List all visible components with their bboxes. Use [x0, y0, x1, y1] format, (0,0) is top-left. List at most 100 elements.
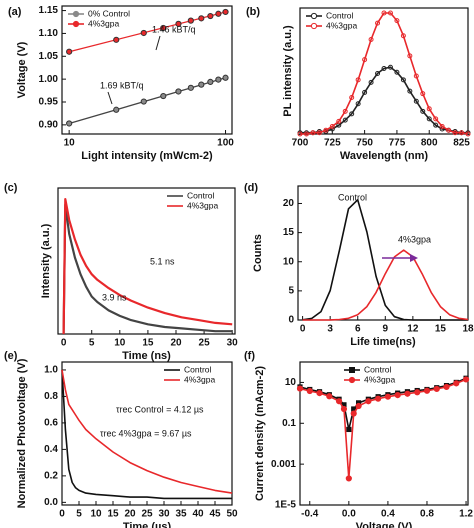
legend-marker	[72, 10, 80, 18]
series-line	[302, 249, 469, 321]
panel-label: (f)	[244, 350, 255, 362]
marker	[375, 71, 381, 77]
marker	[296, 385, 304, 392]
y-tick-label: 0.90	[39, 119, 59, 130]
annotation: 1.46 kBT/q	[152, 24, 196, 34]
x-tick-label: 0.0	[342, 509, 356, 520]
marker	[452, 130, 458, 136]
legend-marker	[72, 20, 80, 28]
marker	[426, 116, 432, 122]
marker	[222, 8, 229, 16]
series-line	[299, 378, 467, 480]
marker	[446, 127, 452, 133]
marker	[420, 91, 426, 97]
marker	[340, 405, 348, 413]
x-tick-label: 100	[217, 138, 234, 149]
legend-label: 4%3gpa	[88, 18, 119, 28]
marker	[310, 130, 316, 136]
y-tick-label: 5	[288, 286, 294, 297]
legend-label: 0% Control	[88, 8, 130, 18]
x-tick-label: 0	[300, 324, 306, 335]
x-tick-label: 5	[89, 338, 95, 349]
marker	[316, 130, 322, 136]
x-tick-label: 0.4	[381, 509, 395, 520]
plot-frame	[297, 185, 469, 321]
marker	[462, 376, 470, 383]
x-tick-label: 0	[61, 338, 67, 349]
legend-label: Control	[187, 190, 215, 200]
marker	[404, 390, 411, 397]
marker	[349, 94, 355, 100]
legend-label: Control	[326, 10, 354, 20]
marker	[387, 64, 393, 70]
marker	[355, 402, 362, 410]
legend-label: 4%3gpa	[187, 200, 218, 210]
y-tick-label: 0.001	[271, 459, 296, 470]
marker	[375, 395, 382, 402]
marker	[346, 426, 352, 433]
panel-label: (d)	[244, 182, 258, 194]
series-line	[61, 369, 233, 494]
plot-frame	[57, 187, 236, 335]
marker	[207, 12, 214, 20]
marker	[459, 130, 465, 136]
legend-label: 4%3gpa	[326, 20, 357, 30]
legend-marker	[348, 376, 356, 384]
marker	[198, 81, 205, 88]
annotation: 4%3gpa	[398, 234, 431, 244]
marker	[329, 123, 335, 129]
marker	[316, 390, 323, 397]
x-tick-label: 1.2	[459, 509, 473, 520]
marker	[306, 387, 313, 395]
y-tick-label: 0.1	[282, 418, 296, 429]
marker	[453, 380, 460, 387]
x-axis-label: Time (µs)	[123, 521, 172, 528]
legend-marker	[349, 367, 355, 373]
marker	[198, 15, 205, 22]
marker	[394, 69, 400, 75]
plot-frame	[299, 361, 469, 506]
annotation: 5.1 ns	[150, 256, 175, 266]
marker	[381, 10, 387, 16]
marker	[362, 57, 368, 63]
x-tick-label: 12	[407, 324, 419, 335]
marker	[350, 410, 357, 417]
marker	[394, 391, 401, 399]
y-tick-label: 1.15	[39, 5, 59, 16]
x-tick-label: 775	[389, 138, 406, 149]
x-tick-label: 45	[209, 509, 221, 520]
marker	[375, 20, 381, 26]
panel-label: (c)	[4, 182, 18, 194]
y-tick-label: 1.10	[39, 28, 59, 39]
marker	[433, 385, 440, 393]
annotation: Control	[338, 192, 367, 202]
x-tick-label: 18	[462, 324, 474, 335]
x-tick-label: 825	[453, 138, 470, 149]
plot-frame	[299, 7, 469, 135]
y-tick-label: 15	[283, 227, 295, 238]
annotation: 1.69 kBT/q	[100, 80, 144, 90]
x-tick-label: 0.8	[420, 509, 434, 520]
series-line	[299, 377, 467, 431]
marker	[175, 20, 182, 27]
marker	[362, 89, 368, 95]
marker	[187, 84, 194, 91]
marker	[113, 36, 120, 43]
y-tick-label: 10	[285, 377, 297, 388]
marker	[140, 29, 147, 37]
marker	[426, 106, 432, 112]
y-tick-label: 0.4	[44, 444, 58, 455]
x-axis-label: Light intensity (mWcm-2)	[81, 150, 213, 162]
x-tick-label: 30	[158, 509, 170, 520]
marker	[384, 393, 392, 400]
x-tick-label: 30	[227, 338, 239, 349]
x-tick-label: 725	[324, 138, 341, 149]
marker	[365, 398, 372, 405]
marker	[175, 88, 182, 95]
marker	[400, 33, 406, 39]
series-line	[62, 198, 233, 335]
marker	[326, 393, 333, 400]
marker	[345, 475, 352, 482]
annotation: τrec 4%3gpa = 9.67 µs	[100, 428, 192, 438]
y-axis-label: Normalized Photovoltage (V)	[16, 358, 28, 508]
